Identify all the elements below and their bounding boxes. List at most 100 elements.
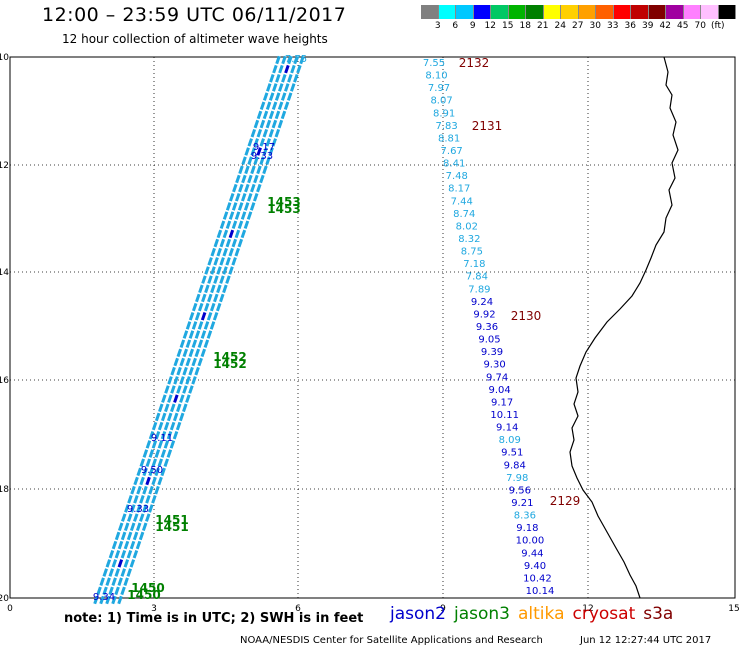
colorbar-swatch <box>648 5 666 19</box>
west-track-sample <box>284 83 290 92</box>
colorbar-label: 24 <box>554 21 566 31</box>
west-track-sample <box>173 357 179 367</box>
west-track-sample <box>145 476 151 486</box>
west-track-sample <box>207 257 213 266</box>
west-track-sample <box>243 202 250 211</box>
east-swh-label: 9.18 <box>516 523 538 534</box>
west-track-sample <box>102 586 108 596</box>
time-label-jason3: 1452 <box>213 350 246 364</box>
west-track-sample <box>222 266 228 275</box>
west-track-sample <box>259 101 266 111</box>
colorbar-label: 9 <box>469 21 476 31</box>
west-track-sample <box>126 549 133 559</box>
west-swh-label: 7.75 <box>285 54 307 65</box>
west-track-sample <box>213 238 220 248</box>
west-track-sample <box>284 64 290 74</box>
west-track-sample <box>114 531 121 541</box>
east-swh-label: 8.09 <box>499 435 521 446</box>
west-track-sample <box>160 467 166 477</box>
satellite-legend: jason2 jason3 altika cryosat s3a <box>390 604 681 624</box>
east-swh-label: 8.02 <box>456 221 478 232</box>
west-track-sample <box>259 138 265 147</box>
west-track-sample <box>268 128 275 138</box>
colorbar-swatch <box>438 5 456 19</box>
west-track-sample <box>241 174 247 184</box>
east-swh-label: 9.44 <box>521 548 543 559</box>
colorbar-swatch <box>491 5 509 19</box>
axis-labels: 0 3 6 9 12 15 -10 -12 -14 -16 -18 -20 <box>0 53 740 614</box>
west-track-sample <box>210 247 216 257</box>
colorbar-swatch <box>421 5 439 19</box>
colorbar-label: 6 <box>452 21 459 31</box>
west-track-sample <box>274 110 281 120</box>
west-track-sample <box>157 458 163 467</box>
west-track-sample <box>228 211 235 220</box>
west-track-sample <box>191 357 197 367</box>
west-track-sample <box>135 522 142 532</box>
west-track-sample <box>175 421 182 431</box>
west-track-sample <box>201 293 207 303</box>
west-track-sample <box>154 449 161 458</box>
west-track-sample <box>129 559 136 568</box>
west-track-sample <box>216 284 222 294</box>
west-track-sample <box>247 156 253 165</box>
west-track-sample <box>243 220 250 230</box>
west-track-sample <box>117 522 124 532</box>
colorbar-label: 18 <box>519 21 531 31</box>
west-track-sample <box>197 339 204 348</box>
west-track-sample <box>185 357 191 367</box>
west-track-sample <box>262 165 268 175</box>
west-track-sample <box>274 128 281 138</box>
west-track-sample <box>182 385 188 394</box>
west-track-sample <box>154 467 160 477</box>
west-track-sample <box>130 485 136 495</box>
east-swh-label: 8.41 <box>443 159 465 170</box>
west-track-sample <box>182 366 188 376</box>
time-label-jason3: 1450 <box>127 588 160 602</box>
west-track-sample <box>271 138 277 147</box>
west-track-sample <box>256 128 263 138</box>
west-track-sample <box>250 128 257 138</box>
west-track-sample <box>216 266 222 275</box>
west-track-sample <box>237 202 244 211</box>
time-label-cryosat: 2129 <box>550 494 581 508</box>
y-tick-label: -16 <box>0 376 9 386</box>
west-track-sample <box>209 321 216 330</box>
west-track-sample <box>296 64 302 74</box>
west-track-sample <box>96 586 102 596</box>
map-grid <box>10 57 735 598</box>
west-track-sample <box>204 266 210 275</box>
west-track-sample <box>124 504 130 513</box>
west-track-sample <box>160 430 167 440</box>
east-swh-label: 9.14 <box>496 423 518 434</box>
west-track-sample <box>151 458 157 467</box>
west-track-sample <box>108 568 114 577</box>
west-track-sample <box>200 330 207 339</box>
west-track-sample <box>287 55 293 65</box>
east-swh-label: 7.67 <box>441 146 463 157</box>
west-track-sample <box>129 522 136 532</box>
west-track-sample <box>256 165 262 175</box>
y-tick-label: -18 <box>0 485 9 495</box>
west-track-sample <box>229 193 235 202</box>
west-track-sample <box>207 275 213 284</box>
west-track-sample <box>99 577 105 586</box>
west-track-sample <box>151 476 157 486</box>
west-track-sample <box>253 138 259 147</box>
west-track-sample <box>170 403 176 413</box>
west-track-sample <box>185 394 191 403</box>
west-track-sample <box>170 366 176 376</box>
west-swh-label: 9.34 <box>93 592 115 603</box>
west-track-sample <box>262 110 269 120</box>
colorbar-swatch <box>596 5 614 19</box>
west-track-sample <box>204 284 210 294</box>
west-track-sample <box>120 586 126 596</box>
west-track-sample <box>280 92 287 101</box>
colorbar-label: 27 <box>572 21 584 31</box>
west-track-sample <box>244 147 250 156</box>
west-track-sample <box>194 348 201 358</box>
west-track-sample <box>234 211 241 220</box>
west-track-sample <box>188 385 194 394</box>
west-track-sample <box>197 357 203 367</box>
west-track-sample <box>268 110 275 120</box>
